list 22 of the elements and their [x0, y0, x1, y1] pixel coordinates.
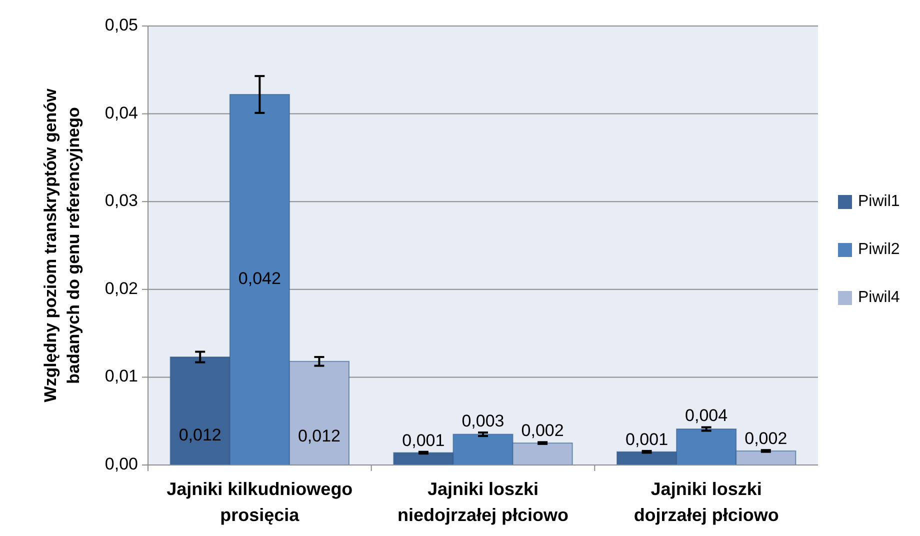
y-tick-label: 0,01: [104, 366, 138, 386]
y-axis-title: Względny poziom transkryptów genów badanych do genu referencyjnego: [41, 88, 83, 402]
data-label: 0,004: [685, 406, 728, 426]
data-label: 0,003: [462, 412, 504, 431]
data-label: 0,002: [521, 421, 564, 440]
legend-label: Piwil2: [858, 241, 900, 258]
y-tick-label: 0,04: [104, 103, 138, 122]
data-label: 0,012: [178, 425, 222, 444]
data-label: 0,001: [402, 430, 445, 450]
x-tick-label: Jajniki loszki dojrzałej płciowo: [634, 479, 779, 525]
y-tick-label: 0,00: [104, 454, 138, 474]
data-label: 0,001: [626, 430, 668, 449]
legend-label: Piwil4: [858, 289, 900, 306]
y-tick-label: 0,03: [104, 191, 138, 210]
data-label: 0,012: [298, 426, 340, 446]
data-label: 0,042: [238, 269, 281, 288]
y-tick-label: 0,02: [104, 278, 138, 298]
legend-label: Piwil1: [858, 193, 900, 210]
x-tick-label: Jajniki loszki niedojrzałej płciowo: [397, 479, 569, 525]
data-label: 0,002: [744, 429, 788, 448]
x-tick-label: Jajniki kilkudniowego prosięcia: [166, 479, 353, 525]
y-tick-label: 0,05: [104, 15, 138, 34]
